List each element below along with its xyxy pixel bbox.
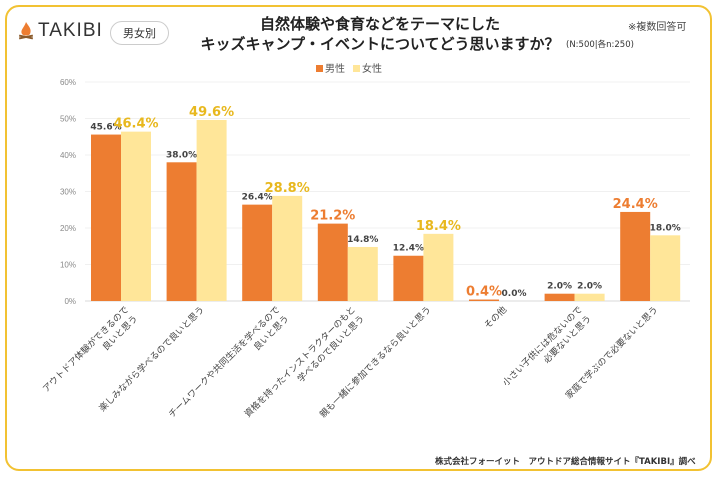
bar-female: [574, 293, 605, 301]
chart-frame: [5, 5, 712, 471]
campfire-icon: [18, 22, 34, 40]
x-tick-label: その他: [482, 304, 510, 332]
takibi-logo: TAKIBI: [18, 20, 103, 42]
gender-badge: 男女別: [110, 21, 169, 45]
bar-male: [393, 255, 424, 301]
data-label-female: 46.4%: [113, 117, 158, 132]
data-label-female: 28.8%: [265, 181, 310, 196]
data-label-female: 49.6%: [189, 105, 234, 120]
y-tick-label: 10%: [60, 261, 76, 270]
data-label-male: 21.2%: [310, 209, 355, 224]
legend-male: 男性: [316, 60, 345, 75]
bar-male: [166, 162, 197, 301]
legend: 男性 女性: [316, 60, 382, 75]
y-tick-label: 40%: [60, 151, 76, 160]
bar-female: [272, 195, 303, 301]
sample-size-note: (N:500|各n:250): [566, 40, 634, 50]
bar-female: [650, 235, 681, 301]
data-label-male: 12.4%: [393, 244, 424, 254]
title-line-2: キッズキャンプ・イベントについてどう思いますか？: [200, 35, 560, 53]
legend-female-label: 女性: [362, 64, 382, 75]
data-label-female: 2.0%: [577, 282, 602, 292]
bar-male: [317, 223, 348, 301]
y-tick-label: 0%: [64, 297, 76, 306]
data-label-male: 0.4%: [466, 285, 502, 300]
bar-female: [121, 131, 151, 301]
logo-text: TAKIBI: [38, 20, 103, 41]
data-label-male: 45.6%: [90, 123, 121, 133]
source-note: 株式会社フォーイット アウトドア総合情報サイト『TAKIBI』調べ: [435, 457, 696, 467]
data-label-male: 26.4%: [242, 193, 273, 203]
bar-male: [620, 211, 651, 301]
x-tick-label: アウトドア体験ができるので: [40, 304, 131, 395]
data-label-female: 0.0%: [502, 289, 527, 299]
bar-female: [196, 119, 227, 302]
bar-female: [347, 246, 378, 301]
data-label-female: 14.8%: [347, 235, 378, 245]
data-label-female: 18.4%: [416, 219, 461, 234]
title-line-1: 自然体験や食育などをテーマにした: [259, 15, 500, 33]
data-label-male: 24.4%: [613, 197, 658, 212]
y-tick-label: 60%: [60, 78, 76, 87]
legend-male-label: 男性: [325, 64, 345, 75]
data-label-female: 18.0%: [650, 223, 681, 233]
bar-male: [242, 204, 273, 301]
bar-male: [544, 293, 575, 301]
data-label-male: 2.0%: [547, 282, 572, 292]
x-tick-label: 小さい子供には危ないので: [500, 304, 585, 389]
data-label-male: 38.0%: [166, 150, 197, 160]
chart-title: 自然体験や食育などをテーマにした キッズキャンプ・イベントについてどう思いますか…: [180, 14, 580, 54]
bar-male: [91, 134, 121, 301]
y-tick-label: 30%: [60, 188, 76, 197]
legend-female: 女性: [353, 60, 382, 75]
x-tick-label: 学べるので良いと思う: [295, 313, 367, 385]
y-tick-label: 50%: [60, 115, 76, 124]
bar-female: [423, 233, 454, 301]
bar-male: [469, 299, 499, 301]
multiple-answers-note: ※複数回答可: [628, 22, 687, 33]
y-tick-label: 20%: [60, 224, 76, 233]
